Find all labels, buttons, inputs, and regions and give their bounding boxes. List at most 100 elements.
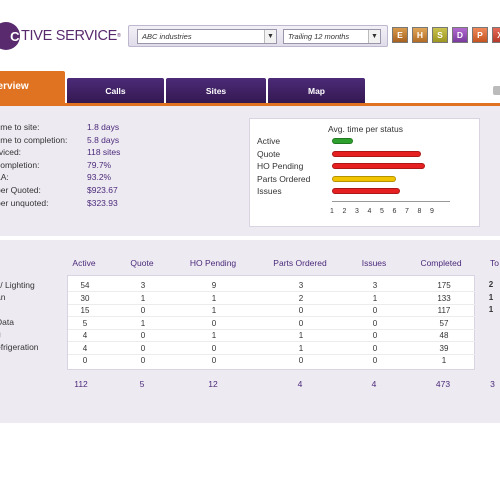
table-cell: 3 — [140, 281, 146, 290]
column-total: 4 — [297, 379, 303, 389]
bar-label: Quote — [257, 148, 281, 159]
table-cell: 0 — [372, 343, 378, 353]
column-header-issues: Issues — [361, 258, 387, 268]
table-cell: 0 — [211, 356, 217, 365]
bar-label: HO Pending — [257, 161, 304, 171]
row-label: efrigeration — [0, 342, 39, 352]
logo-trademark: ® — [117, 33, 121, 39]
table-cell: 1 — [211, 306, 217, 315]
column-header-active: Active — [72, 258, 96, 268]
filter-bar: ABC industries ▼ Trailing 12 months ▼ — [128, 25, 388, 47]
table-cell: 0 — [298, 306, 304, 315]
column-total: 12 — [208, 379, 218, 389]
table-cell-total: 2 — [488, 280, 494, 289]
stat-label: per unquoted: — [0, 197, 49, 208]
s-button[interactable]: S — [432, 27, 448, 43]
period-select[interactable]: Trailing 12 months ▼ — [283, 29, 381, 44]
stat-row: LA: 93.2% — [0, 172, 240, 185]
stat-label: time to completion: — [0, 134, 68, 145]
x-button[interactable]: X — [492, 27, 500, 43]
p-button[interactable]: P — [472, 27, 488, 43]
column-total: 4 — [371, 379, 377, 389]
stat-value: 93.2% — [87, 172, 112, 183]
table-cell: 1 — [211, 293, 217, 303]
table-cell: 1 — [140, 318, 146, 328]
table-cell: 0 — [211, 318, 217, 328]
table-cell: 4 — [82, 331, 88, 340]
column-header-quote: Quote — [130, 258, 154, 268]
table-cell: 0 — [372, 306, 378, 315]
chart-row-parts-ordered: Parts Ordered — [250, 174, 481, 187]
company-select[interactable]: ABC industries ▼ — [137, 29, 277, 44]
table-cell: 0 — [372, 331, 378, 340]
h-button[interactable]: H — [412, 27, 428, 43]
table-cell: 0 — [140, 331, 146, 340]
table-cell: 57 — [439, 318, 449, 328]
x-tick: 7 — [405, 208, 409, 215]
stat-row: completion: 79.7% — [0, 160, 240, 173]
table-cell: 15 — [80, 306, 90, 315]
table-row: 30 1 1 2 1 133 — [68, 293, 476, 305]
stat-value: 118 sites — [87, 147, 121, 158]
stat-value: $923.67 — [87, 184, 118, 195]
toolbar-buttons: E H S D P X — [392, 27, 500, 43]
bar-quote — [332, 150, 421, 157]
column-total: 3 — [490, 379, 495, 389]
chevron-down-icon[interactable]: ▼ — [264, 30, 276, 43]
table-cell: 0 — [140, 343, 146, 353]
table-cell: 39 — [439, 343, 449, 353]
stat-row: time to completion: 5.8 days — [0, 135, 240, 148]
summary-stats: time to site: 1.8 days time to completion… — [0, 122, 240, 210]
table-cell-total: 1 — [488, 305, 494, 314]
stat-label: per Quoted: — [0, 184, 41, 195]
table-cell: 117 — [437, 306, 451, 315]
company-select-value: ABC industries — [142, 32, 192, 41]
main-tabs: verview Calls Sites Map — [0, 71, 500, 104]
chart-title: Avg. time per status — [328, 124, 403, 134]
table-row: 15 0 1 0 0 117 — [68, 305, 476, 317]
x-tick: 3 — [355, 208, 359, 215]
table-cell: 30 — [80, 293, 90, 303]
row-label: an — [0, 292, 6, 302]
table-cell: 48 — [439, 331, 449, 340]
stat-label: LA: — [0, 172, 9, 183]
table-cell: 9 — [211, 281, 217, 290]
tab-underline — [0, 103, 500, 106]
brand-logo: C TIVE SERVICE ® — [0, 22, 121, 50]
table-cell: 1 — [140, 293, 146, 303]
tab-calls[interactable]: Calls — [67, 78, 164, 104]
table-cell: 0 — [372, 318, 378, 328]
stat-label: time to site: — [0, 122, 40, 132]
period-select-value: Trailing 12 months — [288, 32, 350, 41]
column-header-ho-pending: HO Pending — [189, 258, 237, 268]
logo-text: TIVE SERVICE — [21, 28, 118, 44]
row-label: l / Lighting — [0, 280, 35, 290]
table-cell: 3 — [298, 281, 304, 290]
print-icon[interactable] — [493, 86, 500, 95]
stat-label: completion: — [0, 159, 40, 170]
chart-x-axis — [332, 201, 450, 202]
e-button[interactable]: E — [392, 27, 408, 43]
d-button[interactable]: D — [452, 27, 468, 43]
tab-overview[interactable]: verview — [0, 71, 65, 104]
tab-sites[interactable]: Sites — [166, 78, 266, 104]
table-cell: 0 — [298, 318, 304, 328]
stat-value: 1.8 days — [87, 122, 120, 132]
x-tick: 8 — [417, 208, 422, 215]
table-cell: 1 — [211, 331, 217, 340]
table-cell-total: 1 — [488, 293, 494, 302]
bar-label: Issues — [257, 186, 282, 196]
tab-map[interactable]: Map — [268, 78, 365, 104]
x-tick: 6 — [392, 208, 397, 215]
stat-value: 5.8 days — [87, 134, 120, 145]
column-header-completed: Completed — [420, 258, 462, 268]
table-cell: 3 — [372, 281, 378, 290]
x-tick: 1 — [330, 208, 334, 215]
table-cell: 54 — [80, 281, 90, 290]
bar-label: Active — [257, 136, 281, 146]
stat-row: time to site: 1.8 days — [0, 122, 240, 135]
bar-active — [332, 138, 354, 144]
x-tick: 4 — [367, 208, 372, 215]
chevron-down-icon[interactable]: ▼ — [368, 30, 380, 43]
table-cell: 1 — [298, 343, 304, 353]
